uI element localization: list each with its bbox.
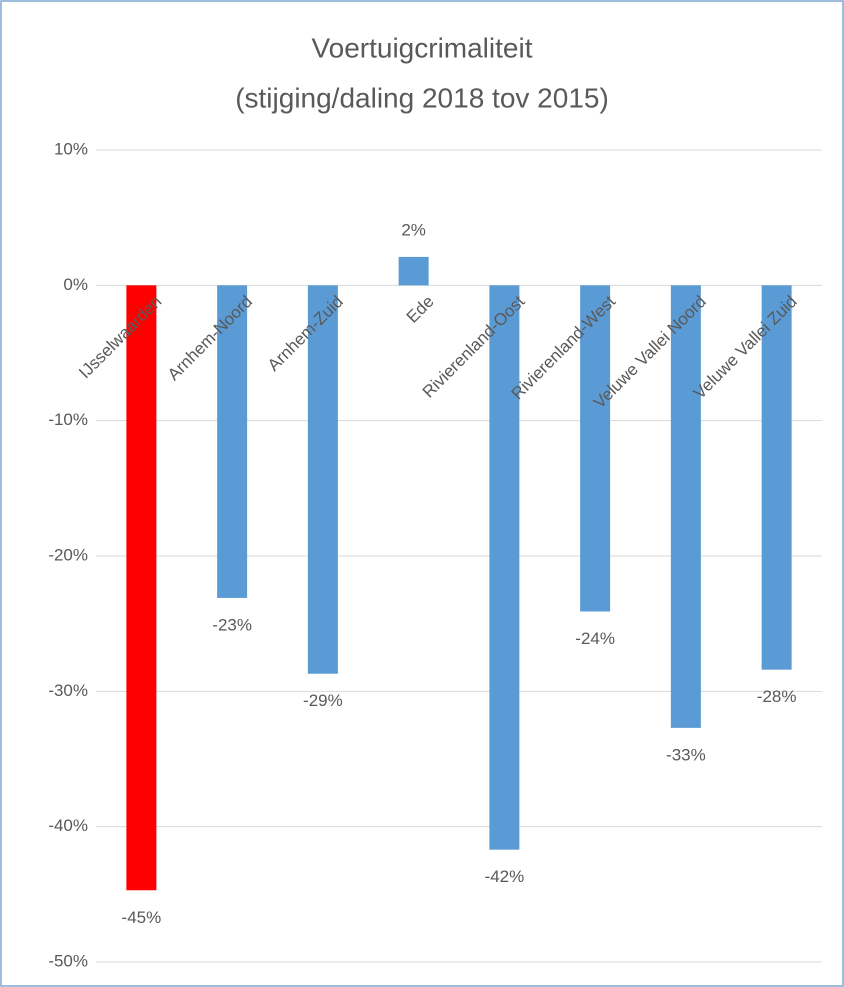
chart-title: Voertuigcrimaliteit [312, 32, 533, 63]
y-tick-label: -10% [48, 410, 88, 429]
value-label: -45% [122, 908, 162, 927]
bar [580, 285, 611, 612]
y-tick-label: -40% [48, 816, 88, 835]
value-label: -29% [303, 691, 343, 710]
bar [761, 285, 792, 670]
y-tick-label: 10% [54, 139, 88, 158]
bar [670, 285, 701, 728]
value-label: -24% [575, 629, 615, 648]
value-label: -23% [212, 615, 252, 634]
value-label: -28% [757, 687, 797, 706]
chart-subtitle: (stijging/daling 2018 tov 2015) [235, 82, 609, 113]
bar [126, 285, 157, 891]
bar [489, 285, 520, 850]
y-tick-label: 0% [63, 275, 88, 294]
y-tick-label: -20% [48, 545, 88, 564]
value-label: 2% [401, 220, 426, 239]
bar [307, 285, 338, 674]
bar [217, 285, 248, 598]
bar [398, 256, 429, 286]
y-tick-label: -30% [48, 681, 88, 700]
value-label: -33% [666, 745, 706, 764]
y-tick-label: -50% [48, 951, 88, 970]
value-label: -42% [485, 867, 525, 886]
